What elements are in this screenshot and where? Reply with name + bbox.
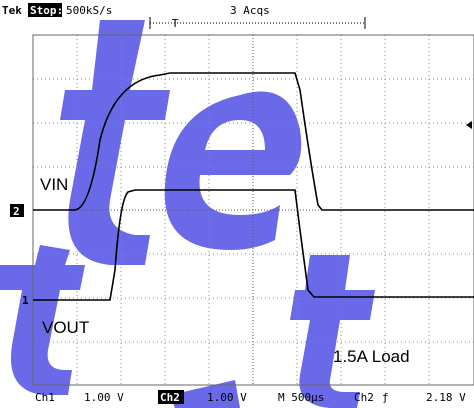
state-box [28, 3, 62, 17]
rate: 500kS/s [66, 4, 112, 17]
acqs: 3 Acqs [230, 4, 270, 17]
ch1: Ch1 [35, 391, 55, 404]
trigger-bracket [149, 17, 366, 29]
state: Stop: [30, 4, 63, 17]
vout-trace [33, 189, 474, 301]
trigger-source: Ch2 [354, 391, 374, 404]
time-base: M 500µs [278, 391, 324, 404]
watermark [0, 20, 375, 408]
vin-trace [33, 72, 474, 211]
ch2-box [158, 390, 184, 404]
ch2-marker: 2 [13, 205, 20, 218]
vout-label: VOUT [42, 318, 89, 337]
brand: Tek [2, 4, 22, 17]
trigger-level: 2.18 V [426, 391, 466, 404]
trigger-marker: T [172, 17, 179, 30]
ch2-scale: 1.00 V [207, 391, 247, 404]
load-label: 1.5A Load [333, 347, 410, 366]
vin-label: VIN [40, 175, 68, 194]
ch1-scale: 1.00 V [84, 391, 124, 404]
trigger-arrow [466, 121, 472, 129]
trigger-slope: ƒ [382, 391, 389, 404]
ch1-marker: 1 [22, 294, 29, 307]
ch2-marker-box [10, 204, 24, 217]
ch2: Ch2 [160, 391, 180, 404]
